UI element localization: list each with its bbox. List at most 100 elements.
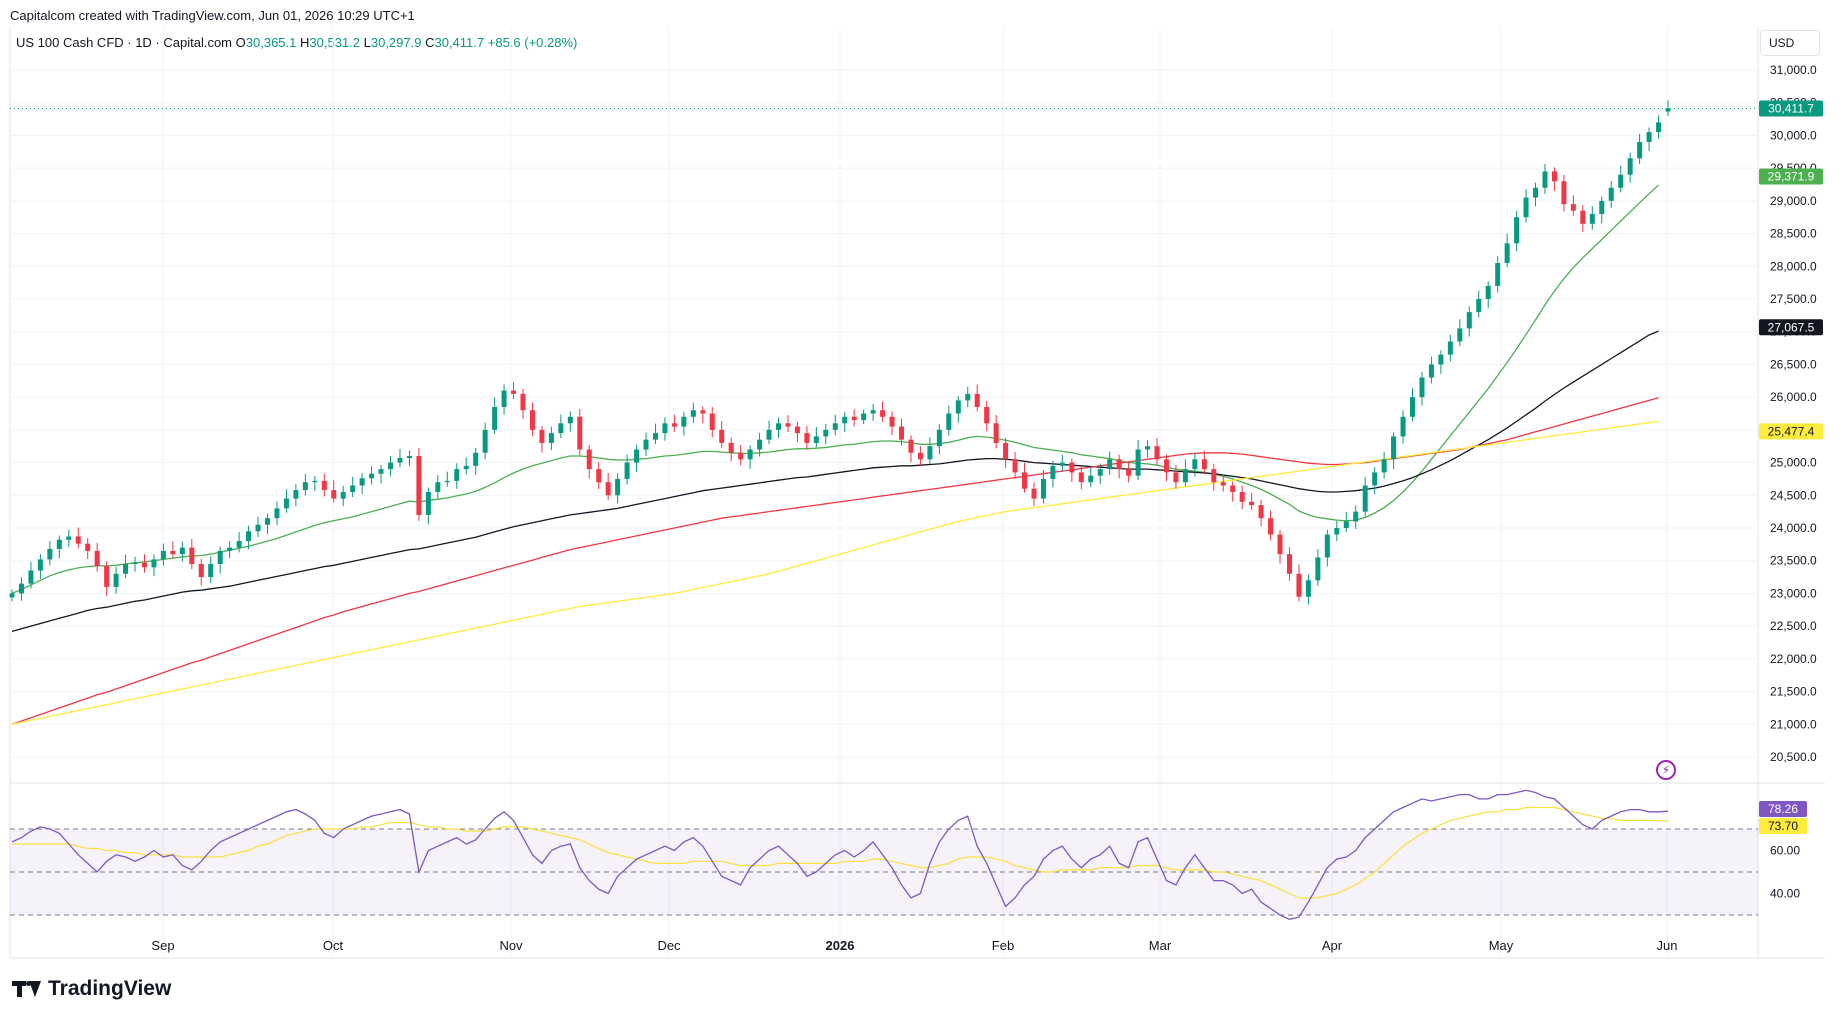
- candle-body: [340, 492, 346, 499]
- candle-body: [208, 563, 214, 578]
- price-label-box: [1759, 319, 1823, 336]
- candle-body: [1523, 197, 1529, 218]
- candle-body: [662, 423, 668, 434]
- candle-body: [321, 480, 327, 491]
- high-value: 30,531.2: [309, 35, 360, 50]
- candle-body: [1126, 469, 1132, 476]
- y-tick-label: 28,000.0: [1770, 259, 1817, 273]
- moving-average-2: [11, 330, 1659, 633]
- y-tick-label: 29,000.0: [1770, 194, 1817, 208]
- low-label: L: [363, 35, 371, 50]
- candle-body: [1580, 210, 1586, 224]
- candle-body: [823, 429, 829, 437]
- high-label: H: [300, 35, 310, 50]
- change-value: +85.6 (+0.28%): [487, 35, 578, 50]
- candle-body: [1551, 171, 1557, 182]
- candle-body: [548, 433, 554, 443]
- y-tick-label: 27,500.0: [1770, 292, 1817, 306]
- candle-body: [1362, 485, 1368, 512]
- x-tick-label: Sep: [151, 938, 174, 953]
- candle-body: [302, 482, 308, 491]
- candle-body: [1570, 204, 1576, 211]
- candle-body: [681, 416, 687, 427]
- y-tick-label: 25,000.0: [1770, 456, 1817, 470]
- candle-body: [1163, 459, 1169, 473]
- candle-body: [492, 406, 498, 430]
- x-tick-label: May: [1489, 938, 1514, 953]
- candle-body: [160, 550, 166, 560]
- candle-body: [880, 410, 886, 417]
- price-label-text: 27,067.5: [1768, 320, 1815, 334]
- candle-body: [870, 410, 876, 414]
- x-tick-label: Nov: [499, 938, 523, 953]
- x-tick-label: Oct: [323, 938, 344, 953]
- candle-body: [350, 485, 356, 493]
- candle-body: [1154, 446, 1160, 460]
- candle-body: [264, 518, 270, 525]
- candle-body: [634, 449, 640, 463]
- candle-body: [359, 478, 365, 486]
- candle-body: [539, 429, 545, 443]
- candle-body: [804, 433, 810, 443]
- candle-body: [1022, 472, 1028, 489]
- candle-body: [1239, 492, 1245, 502]
- candle-body: [236, 541, 242, 548]
- candle-body: [747, 449, 753, 460]
- symbol-name[interactable]: US 100 Cash CFD · 1D · Capital.com: [16, 35, 233, 50]
- candle-body: [1419, 377, 1425, 398]
- candle-body: [463, 465, 469, 470]
- candle-body: [1003, 442, 1009, 460]
- candle-body: [198, 563, 204, 578]
- candle-body: [425, 492, 431, 515]
- y-tick-label: 30,000.0: [1770, 128, 1817, 142]
- y-tick-label: 28,500.0: [1770, 227, 1817, 241]
- candle-body: [397, 457, 403, 463]
- candle-body: [624, 462, 630, 479]
- x-tick-label: Feb: [992, 938, 1014, 953]
- candle-body: [851, 416, 857, 421]
- lightning-icon[interactable]: ⚡: [1656, 760, 1676, 780]
- candle-body: [1589, 213, 1595, 224]
- candle-body: [917, 452, 923, 460]
- candle-body: [965, 393, 971, 401]
- x-tick-label: Jun: [1657, 938, 1678, 953]
- candle-body: [899, 426, 905, 440]
- brand-name: TradingView: [48, 977, 172, 1000]
- rsi-label-text: 78.26: [1768, 802, 1798, 816]
- candle-body: [1618, 174, 1624, 188]
- candle-body: [1069, 462, 1075, 473]
- main-grid: [10, 28, 1758, 958]
- candle-body: [1457, 328, 1463, 342]
- candle-body: [1211, 469, 1217, 483]
- candle-body: [974, 393, 980, 407]
- candle-body: [615, 478, 621, 496]
- candle-body: [1428, 364, 1434, 378]
- y-tick-label: 23,000.0: [1770, 586, 1817, 600]
- close-value: 30,411.7: [434, 35, 485, 50]
- candle-body: [908, 439, 914, 453]
- candle-body: [406, 456, 412, 458]
- candle-body: [1400, 416, 1406, 437]
- candle-body: [501, 390, 507, 407]
- candle-body: [1286, 554, 1292, 574]
- candle-body: [889, 416, 895, 427]
- candle-body: [123, 563, 129, 574]
- candle-body: [1201, 459, 1207, 470]
- candle-body: [709, 413, 715, 430]
- candle-body: [719, 429, 725, 443]
- candle-body: [1514, 217, 1520, 244]
- candle-body: [1059, 462, 1065, 466]
- candle-body: [1599, 200, 1605, 214]
- candle-body: [690, 410, 696, 417]
- price-label-text: 30,411.7: [1768, 101, 1814, 115]
- candle-body: [738, 452, 744, 460]
- candle-body: [1334, 528, 1340, 535]
- candle-body: [1097, 469, 1103, 476]
- candle-body: [217, 550, 223, 564]
- y-tick-label: 26,500.0: [1770, 357, 1817, 371]
- currency-selector[interactable]: USD: [1760, 30, 1820, 56]
- candle-body: [283, 498, 289, 509]
- candle-body: [1107, 459, 1113, 470]
- candle-body: [1315, 557, 1321, 581]
